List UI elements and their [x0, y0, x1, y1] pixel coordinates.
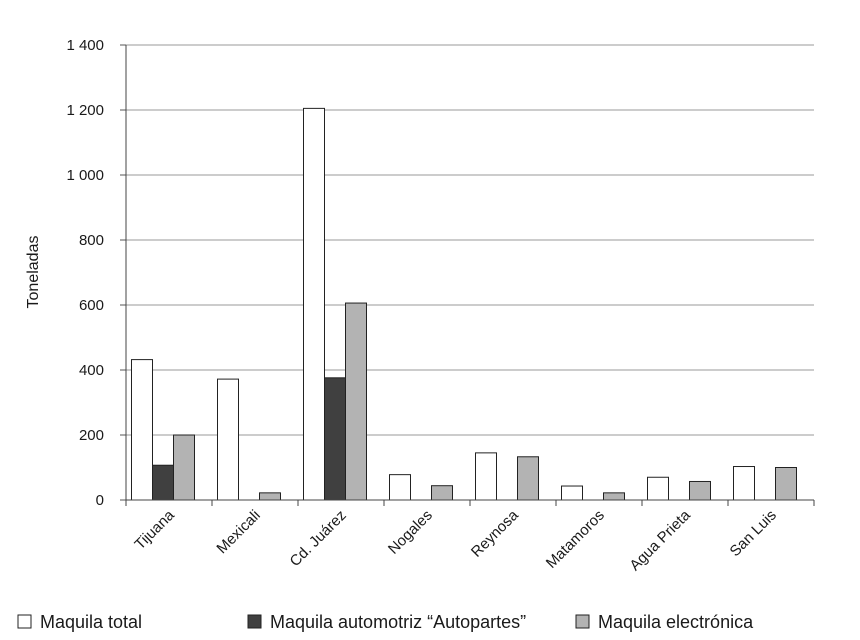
bars [131, 107, 797, 501]
bar [152, 464, 174, 501]
y-tick-label: 600 [79, 297, 104, 314]
y-tick-label: 1 400 [66, 37, 104, 54]
x-tick-label: Mexicali [213, 507, 263, 557]
y-axis-label: Toneladas [25, 236, 42, 309]
x-tick-label: Matamoros [543, 507, 608, 572]
y-axis-ticks: 0 200 400 600 800 1 000 1 200 1 400 [66, 37, 126, 509]
x-tick-label: Cd. Juárez [287, 507, 350, 570]
bar [647, 476, 669, 501]
bar [217, 378, 239, 501]
legend-swatch [247, 614, 262, 629]
legend-label: Maquila total [40, 612, 142, 632]
x-tick-label: Nogales [385, 507, 436, 558]
legend-label: Maquila automotriz “Autopartes” [270, 612, 526, 632]
bar [475, 452, 497, 501]
legend-label: Maquila electrónica [598, 612, 754, 632]
bar [389, 474, 411, 501]
y-tick-label: 400 [79, 362, 104, 379]
legend: Maquila total Maquila automotriz “Autopar… [17, 612, 754, 632]
bar [517, 456, 539, 501]
y-tick-label: 0 [96, 492, 104, 509]
x-tick-label: San Luis [727, 507, 780, 560]
bar [603, 492, 625, 501]
y-tick-label: 1 200 [66, 102, 104, 119]
y-tick-label: 800 [79, 232, 104, 249]
legend-swatch [17, 614, 32, 629]
x-tick-label: Reynosa [468, 506, 522, 560]
bar [733, 466, 755, 501]
y-tick-label: 1 000 [66, 167, 104, 184]
x-axis-ticks: Tijuana Mexicali Cd. Juárez Nogales Reynosa M… [125, 500, 815, 574]
bar [131, 359, 153, 501]
bar [345, 302, 367, 501]
bar [259, 492, 281, 501]
bar [431, 485, 453, 501]
bar [775, 467, 797, 501]
gridlines [126, 44, 814, 436]
x-tick-label: Agua Prieta [626, 506, 694, 574]
bar [324, 377, 346, 501]
bar [689, 480, 711, 501]
x-tick-label: Tijuana [131, 506, 178, 553]
bar [173, 434, 195, 501]
bar [303, 107, 325, 501]
bar [561, 485, 583, 501]
y-tick-label: 200 [79, 427, 104, 444]
legend-swatch [575, 614, 590, 629]
